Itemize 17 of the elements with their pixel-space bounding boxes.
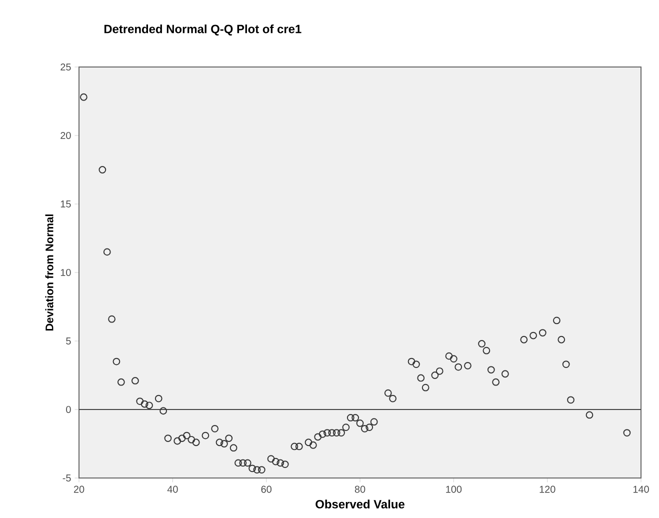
x-tick-label: 100 <box>446 486 462 493</box>
y-axis-title: Deviation from Normal <box>45 214 54 331</box>
y-tick-label: 5 <box>66 338 71 344</box>
x-tick-label: 120 <box>540 486 556 493</box>
y-tick-label: 0 <box>66 406 71 414</box>
y-tick-label: 10 <box>60 268 71 276</box>
chart-title: Detrended Normal Q-Q Plot of cre1 <box>104 24 302 36</box>
x-tick-label: 140 <box>633 486 649 493</box>
x-axis-title: Observed Value <box>316 500 404 508</box>
y-tick-label: 20 <box>60 132 71 140</box>
y-tick-label: -5 <box>62 474 71 482</box>
x-tick-label: 20 <box>74 486 84 493</box>
y-tick-label: 15 <box>60 200 71 208</box>
x-tick-label: 40 <box>167 486 178 493</box>
y-tick-label: 25 <box>60 63 71 71</box>
x-tick-label: 80 <box>354 486 366 493</box>
x-tick-label: 60 <box>261 486 272 493</box>
